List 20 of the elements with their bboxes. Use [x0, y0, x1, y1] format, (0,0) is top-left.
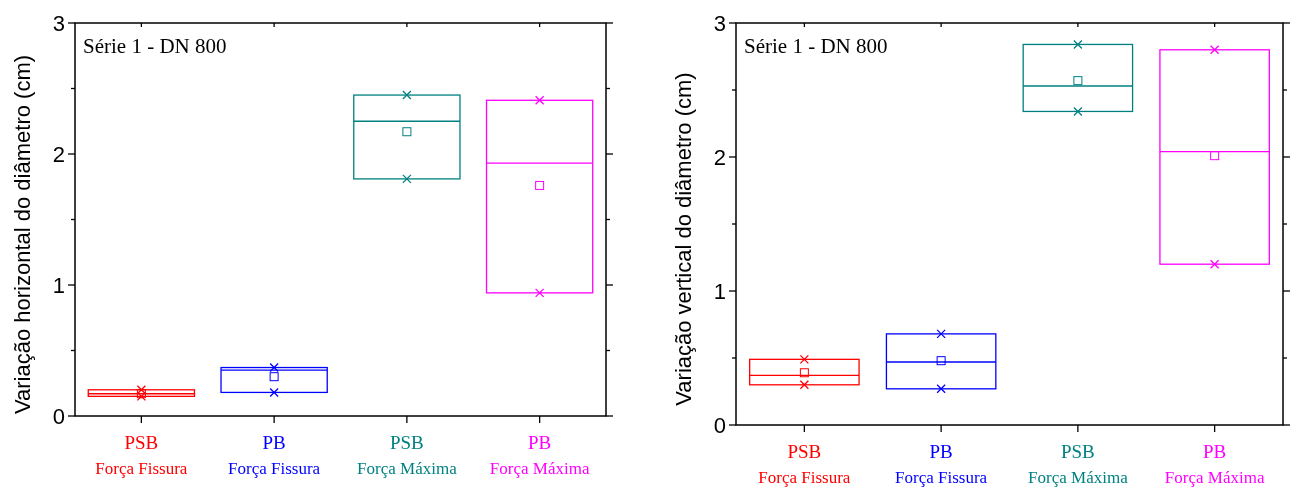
x-tick-label: PSB Força Máxima — [1028, 441, 1129, 487]
x-tick-label: PSB Força Fissura — [95, 432, 188, 478]
annotation: Série 1 - DN 800 — [83, 34, 227, 58]
y-tick-label: 2 — [713, 144, 726, 170]
y-tick-label: 3 — [52, 10, 65, 36]
x-tick-label: PB Força Máxima — [1164, 441, 1265, 487]
x-tick-label: PB Força Fissura — [228, 432, 321, 478]
y-tick-label: 0 — [713, 412, 726, 438]
x-tick-label: PB Força Máxima — [489, 432, 590, 478]
x-tick-label: PB Força Fissura — [895, 441, 988, 487]
y-tick-label: 1 — [713, 278, 726, 304]
y-axis-title: Variação horizontal do diâmetro (cm) — [10, 54, 35, 415]
y-tick-label: 0 — [52, 403, 65, 429]
y-axis-title: Variação vertical do diâmetro (cm) — [671, 72, 696, 406]
y-tick-label: 2 — [52, 141, 65, 167]
x-tick-label: PSB Força Máxima — [357, 432, 458, 478]
x-tick-label: PSB Força Fissura — [758, 441, 851, 487]
y-tick-label: 1 — [52, 272, 65, 298]
y-tick-label: 3 — [713, 10, 726, 36]
annotation: Série 1 - DN 800 — [744, 34, 888, 58]
